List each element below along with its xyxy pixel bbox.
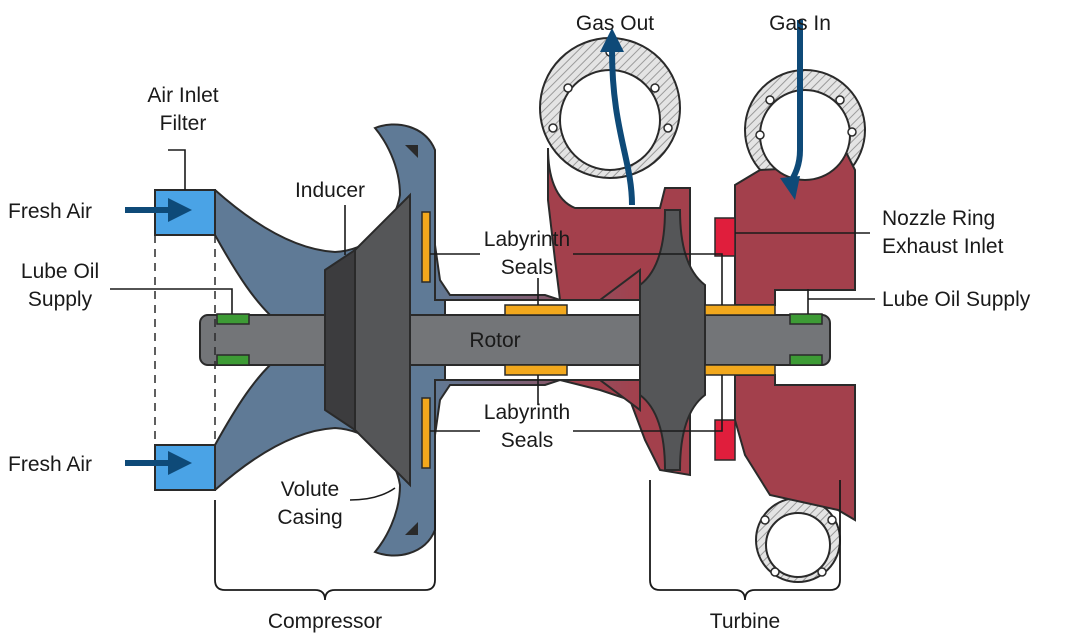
air-inlet-filter-bottom <box>154 444 216 491</box>
labyrinth-seals-top-line2: Seals <box>501 256 554 279</box>
labyrinth-seals-bottom-line1: Labyrinth <box>484 401 570 424</box>
bearing-right-lower <box>789 354 823 366</box>
lube-oil-left-label-line1: Lube Oil <box>21 260 99 283</box>
bearing-left-upper <box>216 313 250 325</box>
volute-casing-label-line2: Casing <box>277 506 342 529</box>
fresh-air-arrowhead-bottom <box>168 451 192 475</box>
volute-corner-top <box>405 145 418 158</box>
bearing-right-upper <box>789 313 823 325</box>
compressor-brace <box>214 500 436 601</box>
gas-in-volute-bore <box>759 89 851 181</box>
nozzle-ring-label-line2: Exhaust Inlet <box>882 235 1004 258</box>
seal-shaft-upper <box>504 304 568 316</box>
seal-turbine-lower <box>704 364 776 376</box>
inducer-label: Inducer <box>295 179 365 202</box>
turbine-wheel <box>639 209 706 471</box>
leader-lines <box>110 149 875 501</box>
flow-arrows <box>125 20 803 475</box>
seal-compressor-upper <box>421 211 431 283</box>
gas-out-arrow <box>609 49 635 206</box>
bearing-housing-upper <box>429 209 641 301</box>
bottom-volute-bore <box>765 512 831 578</box>
bearing-left-lower <box>216 354 250 366</box>
gas-in-label: Gas In <box>769 12 831 35</box>
compressor-label: Compressor <box>268 610 382 633</box>
air-inlet-filter-label-line2: Filter <box>160 112 207 135</box>
inducer-blade <box>324 248 356 432</box>
nozzle-ring-upper <box>714 217 736 257</box>
labyrinth-seals-top-line1: Labyrinth <box>484 228 570 251</box>
gas-in-arrowhead <box>780 176 800 200</box>
nozzle-ring-lower <box>714 419 736 461</box>
turbine-label: Turbine <box>710 610 780 633</box>
seal-compressor-lower <box>421 397 431 469</box>
turbine-brace <box>649 480 841 601</box>
seal-shaft-lower <box>504 364 568 376</box>
lube-oil-bearings <box>216 313 823 366</box>
gas-out-volute-bore <box>559 69 661 171</box>
fresh-air-arrowhead-top <box>168 198 192 222</box>
gas-out-arrowhead <box>600 28 624 52</box>
gas-out-label: Gas Out <box>576 12 654 35</box>
volute-corner-bottom <box>405 522 418 535</box>
labyrinth-seals-bottom-line2: Seals <box>501 429 554 452</box>
turbine-lower-right-body <box>734 374 856 522</box>
bearing-housing-lower <box>429 379 641 471</box>
fresh-air-top-label: Fresh Air <box>8 200 92 223</box>
lube-oil-right-label: Lube Oil Supply <box>882 288 1031 311</box>
compressor-wheel <box>354 192 411 488</box>
nozzle-ring-label-line1: Nozzle Ring <box>882 207 995 230</box>
labyrinth-seals <box>421 211 776 469</box>
lube-oil-left-label-line2: Supply <box>28 288 93 311</box>
rotor-label: Rotor <box>469 329 520 352</box>
fresh-air-bottom-label: Fresh Air <box>8 453 92 476</box>
air-inlet-filter-label-line1: Air Inlet <box>147 84 218 107</box>
volute-casing-label-line1: Volute <box>281 478 339 501</box>
seal-turbine-upper <box>704 304 776 316</box>
